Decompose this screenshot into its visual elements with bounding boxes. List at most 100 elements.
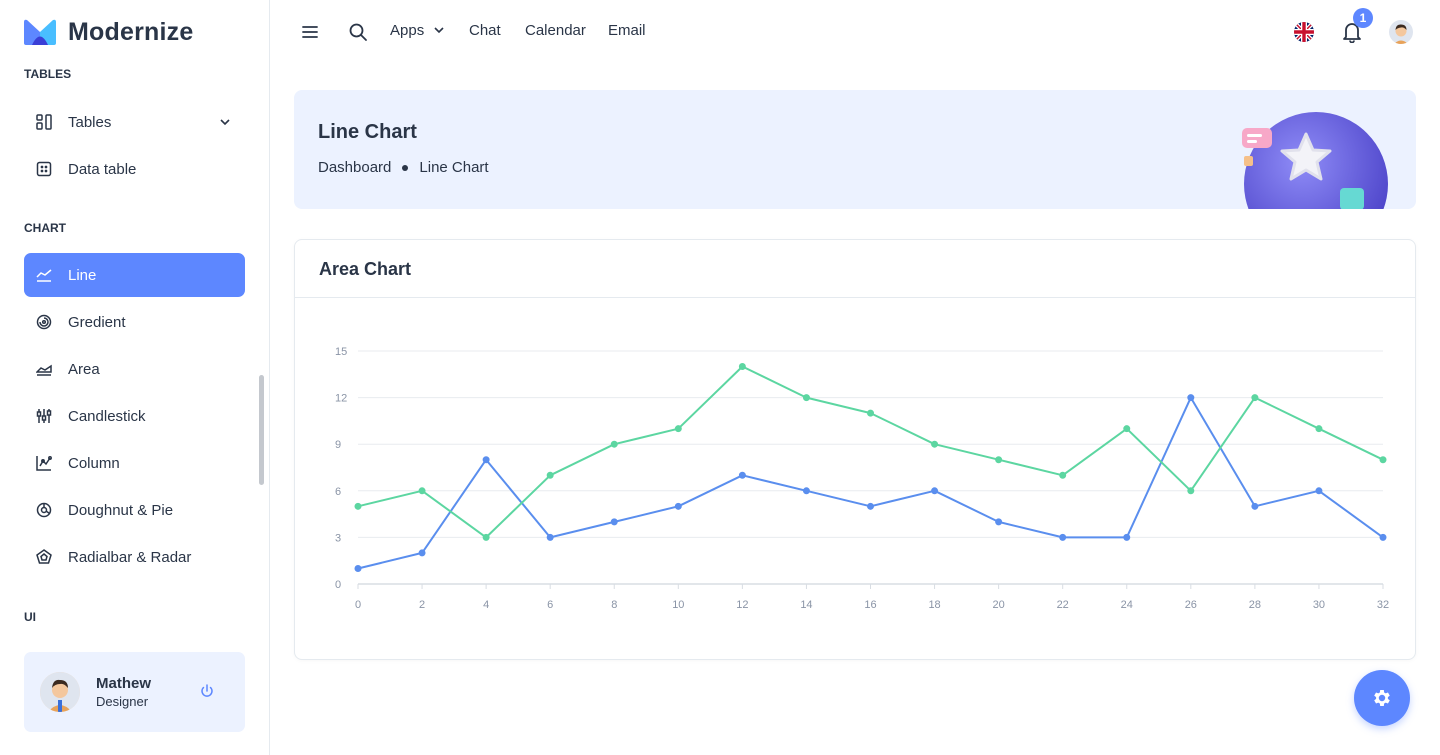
data-point bbox=[546, 533, 554, 541]
data-point bbox=[995, 456, 1003, 464]
table-icon bbox=[36, 161, 52, 177]
data-point bbox=[931, 440, 939, 448]
user-profile-card: Mathew Designer bbox=[24, 652, 245, 732]
y-tick-label: 15 bbox=[335, 346, 347, 358]
data-point bbox=[931, 487, 939, 495]
data-point bbox=[418, 487, 426, 495]
data-point bbox=[674, 502, 682, 510]
data-point bbox=[802, 394, 810, 402]
x-tick-label: 0 bbox=[355, 599, 361, 611]
data-point bbox=[354, 564, 362, 572]
uk-flag-icon[interactable] bbox=[1292, 20, 1316, 44]
nav-apps-link[interactable]: Apps bbox=[390, 22, 445, 39]
sidebar-item-label: Tables bbox=[68, 113, 112, 131]
sidebar-item-data-table[interactable]: Data table bbox=[24, 147, 245, 191]
settings-button[interactable] bbox=[1354, 670, 1410, 726]
nav-caption-chart: CHART bbox=[24, 221, 66, 235]
breadcrumb-dashboard-link[interactable]: Dashboard bbox=[318, 159, 392, 176]
data-point bbox=[1251, 394, 1259, 402]
y-tick-label: 9 bbox=[335, 439, 341, 451]
breadcrumb-separator bbox=[402, 164, 409, 171]
chart-dots-icon bbox=[36, 455, 52, 471]
data-point bbox=[867, 409, 874, 417]
data-point bbox=[674, 425, 682, 433]
data-point bbox=[1059, 533, 1067, 541]
data-point bbox=[1315, 425, 1323, 433]
x-tick-label: 24 bbox=[1121, 599, 1133, 611]
data-point bbox=[802, 487, 810, 495]
x-tick-label: 10 bbox=[672, 599, 684, 611]
x-tick-label: 16 bbox=[864, 599, 876, 611]
search-icon[interactable] bbox=[346, 20, 370, 44]
data-point bbox=[867, 502, 874, 510]
chart-area-icon bbox=[36, 361, 52, 377]
data-point bbox=[1379, 533, 1387, 541]
data-point bbox=[1059, 471, 1067, 479]
data-point bbox=[995, 518, 1003, 526]
layout-grid-icon bbox=[36, 114, 52, 130]
x-tick-label: 4 bbox=[483, 599, 489, 611]
nav-calendar-link[interactable]: Calendar bbox=[525, 22, 586, 39]
power-icon[interactable] bbox=[199, 683, 215, 704]
x-tick-label: 20 bbox=[993, 599, 1005, 611]
nav-caption-tables: TABLES bbox=[24, 67, 72, 81]
sidebar-item-candlestick[interactable]: Candlestick bbox=[24, 394, 245, 438]
data-point bbox=[610, 518, 618, 526]
brand-name: Modernize bbox=[68, 17, 194, 46]
card-header: Area Chart bbox=[295, 240, 1415, 298]
sidebar-item-label: Candlestick bbox=[68, 407, 146, 425]
x-tick-label: 22 bbox=[1057, 599, 1069, 611]
sidebar-item-line[interactable]: Line bbox=[24, 253, 245, 297]
y-tick-label: 0 bbox=[335, 579, 341, 591]
brand-logo[interactable]: Modernize bbox=[22, 16, 193, 48]
gear-icon bbox=[1374, 690, 1390, 706]
nav-caption-ui: UI bbox=[24, 610, 36, 624]
x-tick-label: 26 bbox=[1185, 599, 1197, 611]
series-line-1 bbox=[357, 365, 1384, 539]
x-tick-label: 12 bbox=[736, 599, 748, 611]
sidebar-item-area[interactable]: Area bbox=[24, 347, 245, 391]
data-point bbox=[354, 502, 362, 510]
user-avatar[interactable] bbox=[40, 672, 80, 712]
modernize-logo-icon bbox=[24, 19, 56, 45]
sidebar-item-doughnut-pie[interactable]: Doughnut & Pie bbox=[24, 488, 245, 532]
profile-avatar[interactable] bbox=[1388, 19, 1414, 45]
sidebar-item-label: Doughnut & Pie bbox=[68, 501, 174, 519]
data-point bbox=[418, 549, 426, 557]
data-point bbox=[610, 440, 618, 448]
y-tick-label: 6 bbox=[335, 486, 341, 498]
x-tick-label: 14 bbox=[800, 599, 812, 611]
x-tick-label: 30 bbox=[1313, 599, 1325, 611]
sidebar-item-column[interactable]: Column bbox=[24, 441, 245, 485]
chart-arcs-icon bbox=[36, 314, 52, 330]
star-illustration bbox=[1242, 112, 1388, 209]
breadcrumb: Dashboard Line Chart bbox=[318, 159, 489, 176]
data-point bbox=[482, 533, 490, 541]
chevron-down-icon bbox=[434, 27, 444, 34]
chart-radar-icon bbox=[36, 549, 52, 565]
data-point bbox=[1251, 502, 1259, 510]
menu-icon[interactable] bbox=[298, 20, 322, 44]
data-point bbox=[1123, 425, 1131, 433]
nav-chat-link[interactable]: Chat bbox=[469, 22, 501, 39]
sidebar-item-radialbar-radar[interactable]: Radialbar & Radar bbox=[24, 535, 245, 579]
nav-email-link[interactable]: Email bbox=[608, 22, 646, 39]
sidebar-item-gredient[interactable]: Gredient bbox=[24, 300, 245, 344]
y-tick-label: 3 bbox=[335, 532, 341, 544]
sidebar-item-label: Radialbar & Radar bbox=[68, 548, 192, 566]
page-title: Line Chart bbox=[318, 121, 417, 143]
x-tick-label: 8 bbox=[611, 599, 617, 611]
y-tick-label: 12 bbox=[335, 393, 347, 405]
sidebar-item-tables[interactable]: Tables bbox=[24, 100, 245, 144]
x-tick-label: 2 bbox=[419, 599, 425, 611]
sidebar-nav: TABLES Tables Data table bbox=[0, 62, 268, 640]
sidebar-scrollbar[interactable] bbox=[259, 375, 264, 485]
data-point bbox=[546, 471, 554, 479]
topbar: Apps Chat Calendar Email 1 bbox=[270, 0, 1440, 64]
chart-donut-icon bbox=[36, 502, 52, 518]
chevron-down-icon bbox=[219, 115, 231, 132]
x-tick-label: 6 bbox=[547, 599, 553, 611]
data-point bbox=[738, 363, 746, 371]
sidebar-item-label: Area bbox=[68, 360, 100, 378]
sidebar-item-label: Line bbox=[68, 266, 97, 284]
